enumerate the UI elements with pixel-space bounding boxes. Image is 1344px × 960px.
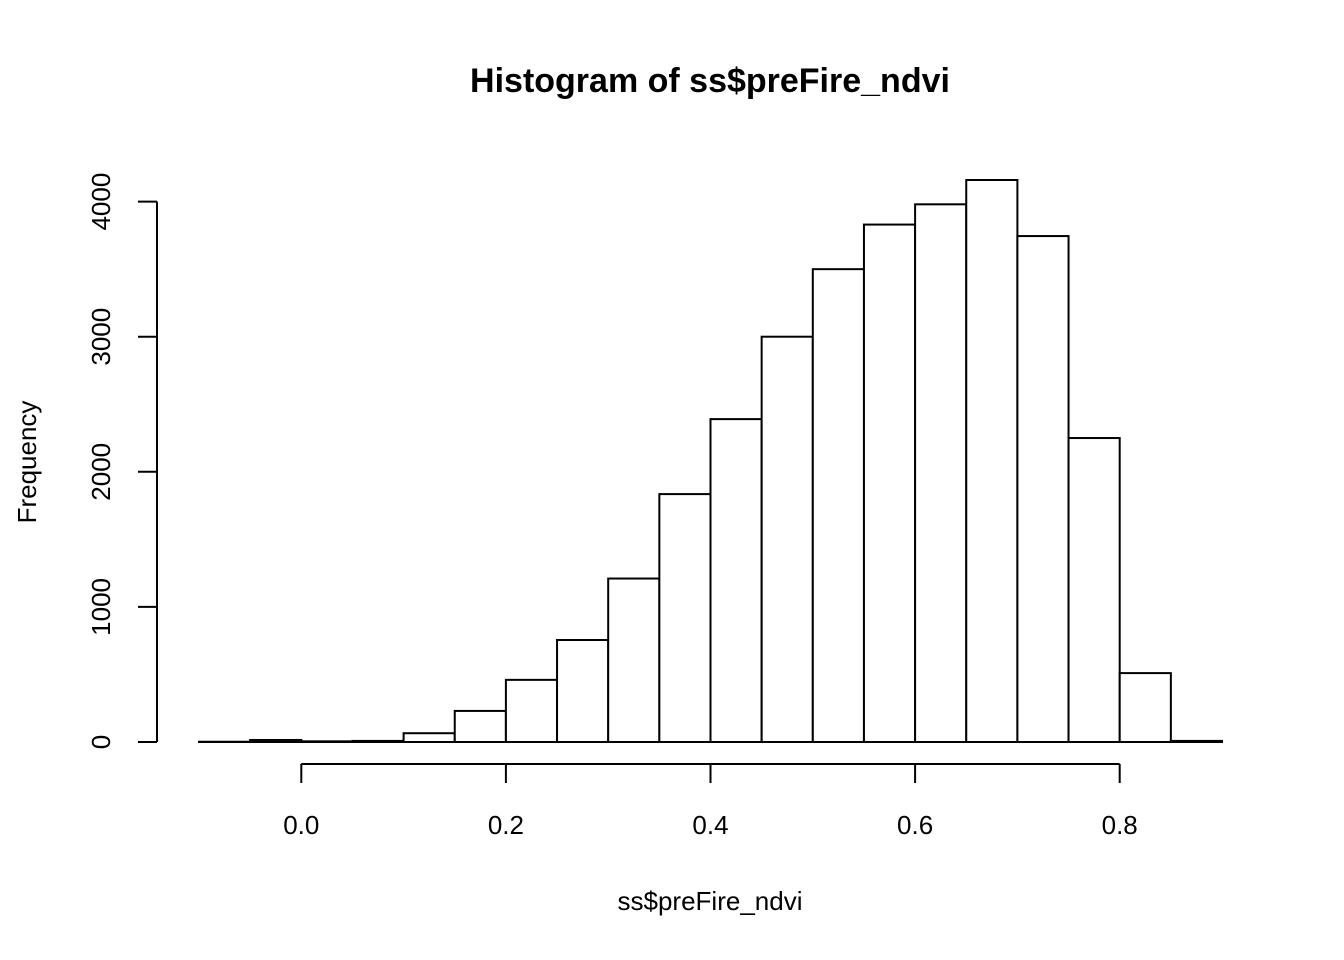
histogram-bar bbox=[965, 179, 1019, 743]
x-axis-label: ss$preFire_ndvi bbox=[618, 886, 803, 916]
x-axis: 0.0 0.2 0.4 0.6 0.8 bbox=[283, 763, 1138, 840]
x-tick-label: 0.4 bbox=[692, 810, 728, 840]
histogram-bar bbox=[300, 740, 354, 744]
histogram-bars bbox=[198, 179, 1223, 744]
histogram-bar bbox=[351, 739, 405, 744]
histogram-bar bbox=[1016, 235, 1070, 743]
histogram-bar bbox=[1118, 672, 1172, 743]
histogram-bar bbox=[504, 678, 559, 744]
histogram-bar bbox=[607, 577, 661, 743]
histogram-bar bbox=[402, 732, 456, 743]
y-axis-label: Frequency bbox=[12, 401, 42, 524]
y-tick-label: 2000 bbox=[86, 443, 116, 501]
histogram-bar bbox=[1067, 437, 1121, 743]
histogram-bar bbox=[249, 738, 303, 744]
x-tick-label: 0.8 bbox=[1102, 810, 1138, 840]
y-tick-label: 1000 bbox=[86, 578, 116, 636]
y-tick-label: 3000 bbox=[86, 308, 116, 366]
x-tick-label: 0.6 bbox=[897, 810, 933, 840]
x-tick-label: 0.2 bbox=[488, 810, 524, 840]
chart-title: Histogram of ss$preFire_ndvi bbox=[470, 62, 950, 100]
histogram-bar bbox=[811, 268, 865, 743]
histogram-bar bbox=[453, 709, 507, 743]
histogram-bar bbox=[658, 493, 712, 744]
histogram-bar bbox=[556, 639, 610, 743]
y-tick-label: 0 bbox=[86, 735, 116, 749]
y-axis: 0 1000 2000 3000 4000 bbox=[86, 173, 158, 749]
histogram-bar bbox=[1169, 739, 1223, 744]
histogram-bar bbox=[862, 223, 917, 743]
histogram-bar bbox=[760, 335, 814, 743]
x-tick-label: 0.0 bbox=[283, 810, 319, 840]
histogram-bar bbox=[914, 203, 968, 743]
y-tick-label: 4000 bbox=[86, 173, 116, 231]
histogram-bar bbox=[709, 418, 763, 743]
